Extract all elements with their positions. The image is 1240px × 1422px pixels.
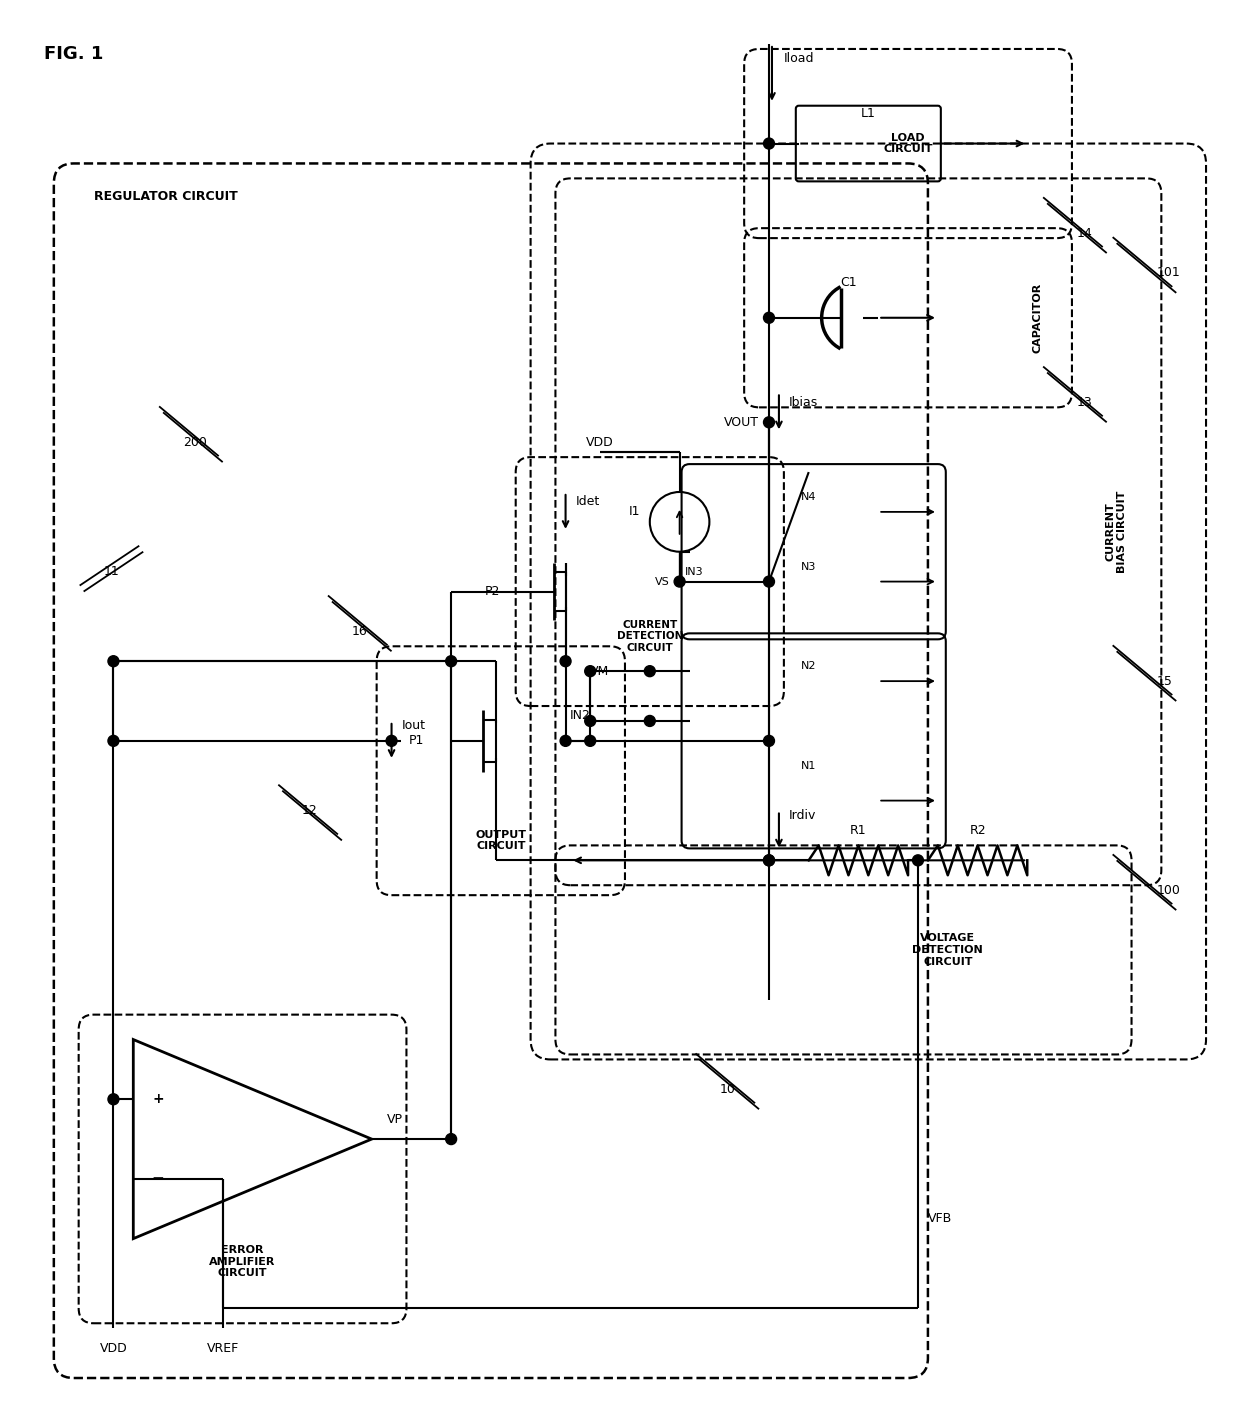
Text: CAPACITOR: CAPACITOR <box>1032 283 1042 353</box>
Circle shape <box>675 576 684 587</box>
Text: R1: R1 <box>851 823 867 838</box>
Text: Iload: Iload <box>784 53 815 65</box>
Text: N4: N4 <box>801 492 816 502</box>
Circle shape <box>764 735 775 747</box>
Text: Idet: Idet <box>575 495 600 509</box>
Text: 13: 13 <box>1076 395 1092 410</box>
Text: C1: C1 <box>841 276 857 290</box>
Text: 10: 10 <box>719 1082 735 1096</box>
Text: 101: 101 <box>1157 266 1180 280</box>
Circle shape <box>913 855 924 866</box>
Text: P1: P1 <box>409 734 424 748</box>
Text: P2: P2 <box>485 584 501 599</box>
Circle shape <box>560 656 572 667</box>
Circle shape <box>108 656 119 667</box>
Circle shape <box>764 855 775 866</box>
Circle shape <box>585 665 595 677</box>
Text: CURRENT
DETECTION
CIRCUIT: CURRENT DETECTION CIRCUIT <box>616 620 683 653</box>
Text: VP: VP <box>387 1112 403 1126</box>
Circle shape <box>764 138 775 149</box>
Circle shape <box>764 417 775 428</box>
Circle shape <box>445 1133 456 1145</box>
Text: LOAD
CIRCUIT: LOAD CIRCUIT <box>883 132 932 155</box>
Text: R2: R2 <box>970 823 986 838</box>
Text: Ibias: Ibias <box>789 395 818 410</box>
Text: OUTPUT
CIRCUIT: OUTPUT CIRCUIT <box>475 829 526 852</box>
Circle shape <box>764 313 775 323</box>
Circle shape <box>108 735 119 747</box>
Text: REGULATOR CIRCUIT: REGULATOR CIRCUIT <box>93 191 237 203</box>
Text: VM: VM <box>590 664 609 678</box>
Text: 200: 200 <box>184 435 207 449</box>
Text: N2: N2 <box>801 661 816 671</box>
Text: VDD: VDD <box>99 1341 128 1355</box>
Text: 15: 15 <box>1157 674 1172 688</box>
Text: VREF: VREF <box>207 1341 239 1355</box>
Text: 16: 16 <box>352 624 367 638</box>
Circle shape <box>386 735 397 747</box>
Text: VOLTAGE
DETECTION
CIRCUIT: VOLTAGE DETECTION CIRCUIT <box>913 933 983 967</box>
Text: VOUT: VOUT <box>724 415 759 429</box>
Circle shape <box>585 735 595 747</box>
Circle shape <box>764 576 775 587</box>
Circle shape <box>645 665 655 677</box>
Circle shape <box>445 656 456 667</box>
Text: VDD: VDD <box>587 435 614 449</box>
Text: Iout: Iout <box>402 720 425 732</box>
Text: ERROR
AMPLIFIER
CIRCUIT: ERROR AMPLIFIER CIRCUIT <box>210 1246 275 1278</box>
Circle shape <box>108 1094 119 1105</box>
Text: Irdiv: Irdiv <box>789 809 816 822</box>
Text: VS: VS <box>655 576 670 587</box>
Text: IN3: IN3 <box>684 566 703 576</box>
Text: VFB: VFB <box>928 1212 952 1226</box>
Text: 12: 12 <box>303 803 317 818</box>
Text: CURRENT
BIAS CIRCUIT: CURRENT BIAS CIRCUIT <box>1106 491 1127 573</box>
Circle shape <box>764 855 775 866</box>
Circle shape <box>560 735 572 747</box>
Text: N1: N1 <box>801 761 816 771</box>
Text: FIG. 1: FIG. 1 <box>43 46 103 63</box>
Text: 14: 14 <box>1076 226 1092 240</box>
Text: +: + <box>153 1092 164 1106</box>
Text: IN2: IN2 <box>569 710 590 722</box>
Text: 100: 100 <box>1157 883 1180 897</box>
Text: 11: 11 <box>103 565 119 579</box>
Circle shape <box>585 715 595 727</box>
Text: L1: L1 <box>861 107 875 121</box>
Text: N3: N3 <box>801 562 816 572</box>
Text: I1: I1 <box>629 505 640 519</box>
Circle shape <box>645 715 655 727</box>
Text: −: − <box>151 1172 165 1186</box>
